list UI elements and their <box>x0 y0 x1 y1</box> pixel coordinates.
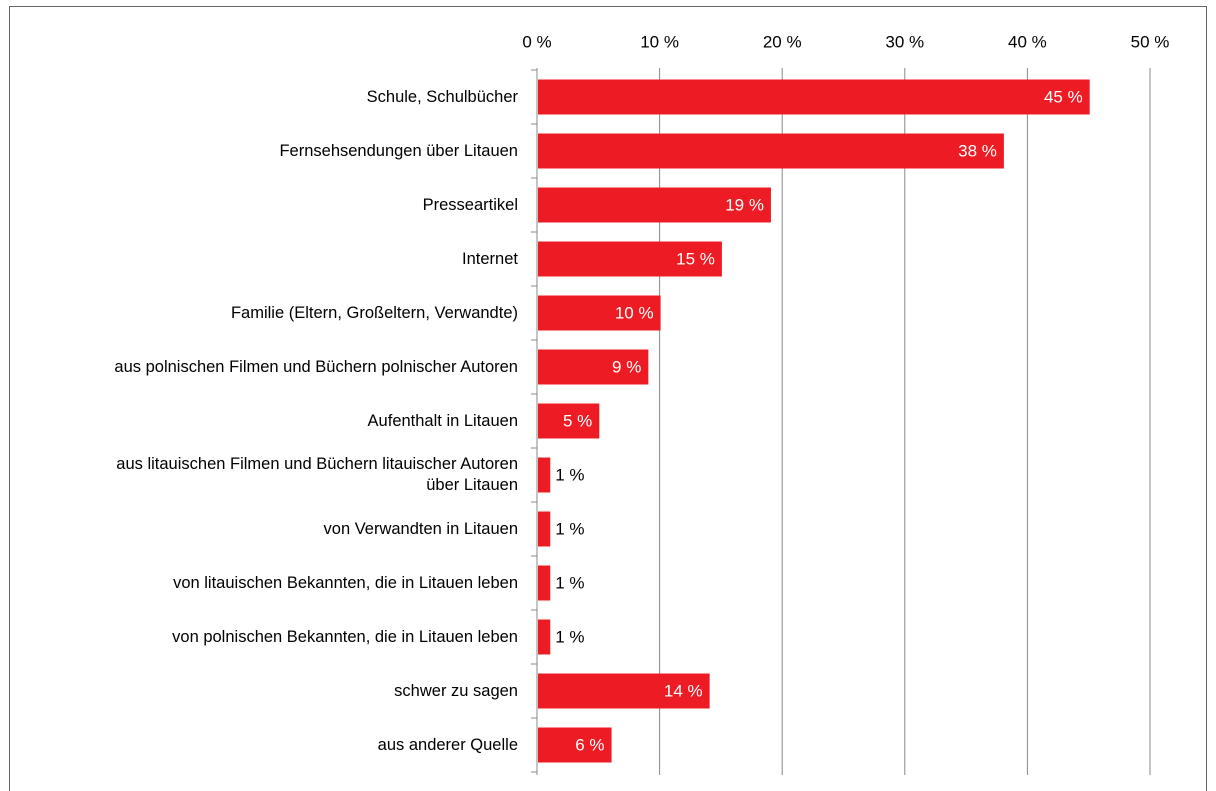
category-label: von polnischen Bekannten, die in Litauen… <box>172 627 518 646</box>
value-label: 1 % <box>555 627 584 646</box>
category-label: Schule, Schulbücher <box>366 87 518 106</box>
bar <box>538 673 710 709</box>
value-label: 10 % <box>615 303 654 322</box>
category-label: von litauischen Bekannten, die in Litaue… <box>173 573 518 592</box>
category-label: aus anderer Quelle <box>377 735 518 754</box>
bar <box>538 727 612 763</box>
category-label: schwer zu sagen <box>394 681 518 700</box>
value-label: 1 % <box>555 573 584 592</box>
category-label: Aufenthalt in Litauen <box>367 411 518 430</box>
x-tick-label: 20 % <box>763 32 802 51</box>
bar <box>538 79 1090 115</box>
chart-frame <box>9 6 1207 791</box>
bar <box>538 349 649 385</box>
category-label: aus polnischen Filmen und Büchern polnis… <box>114 357 518 376</box>
bar <box>538 565 551 601</box>
value-label: 45 % <box>1044 87 1083 106</box>
value-label: 1 % <box>555 519 584 538</box>
x-tick-label: 40 % <box>1008 32 1047 51</box>
bar <box>538 187 771 223</box>
category-label: Presseartikel <box>422 195 518 214</box>
bar <box>538 241 722 277</box>
x-tick-label: 50 % <box>1131 32 1170 51</box>
value-label: 15 % <box>676 249 715 268</box>
category-label: Fernsehsendungen über Litauen <box>279 141 518 160</box>
bar <box>538 403 600 439</box>
bar <box>538 457 551 493</box>
x-tick-label: 10 % <box>640 32 679 51</box>
value-label: 5 % <box>563 411 592 430</box>
x-tick-label: 30 % <box>885 32 924 51</box>
x-tick-label: 0 % <box>522 32 551 51</box>
category-label: von Verwandten in Litauen <box>323 519 518 538</box>
value-label: 38 % <box>958 141 997 160</box>
value-label: 14 % <box>664 681 703 700</box>
bar <box>538 295 661 331</box>
category-label: Internet <box>462 249 518 268</box>
value-label: 6 % <box>575 735 604 754</box>
category-label: aus litauischen Filmen und Büchern litau… <box>116 455 518 494</box>
bar <box>538 619 551 655</box>
value-label: 1 % <box>555 465 584 484</box>
category-label: Familie (Eltern, Großeltern, Verwandte) <box>230 303 518 322</box>
bar <box>538 511 551 547</box>
value-label: 9 % <box>612 357 641 376</box>
value-label: 19 % <box>725 195 764 214</box>
bar <box>538 133 1004 169</box>
